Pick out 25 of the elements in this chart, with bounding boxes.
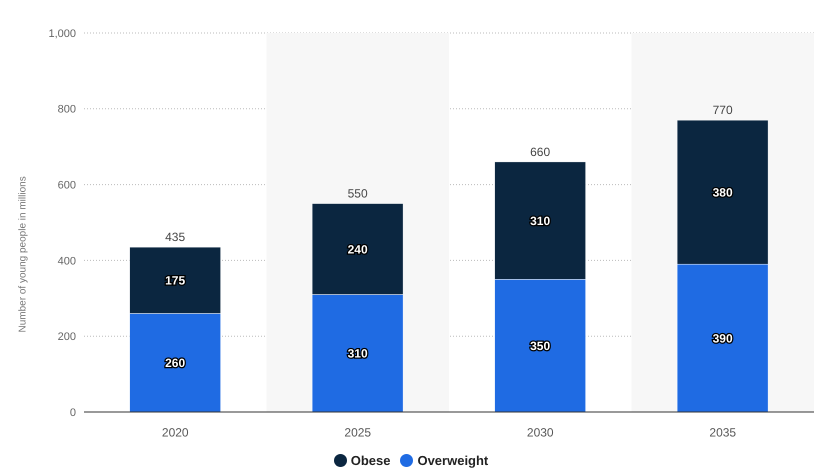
total-label: 660 <box>530 144 550 159</box>
data-label: 260 <box>165 356 186 370</box>
x-tick-label: 2035 <box>709 426 736 440</box>
y-tick-label: 1,000 <box>48 28 76 40</box>
y-tick-label: 600 <box>58 180 76 192</box>
y-tick-label: 400 <box>58 255 76 268</box>
total-label: 770 <box>712 103 733 118</box>
y-tick-label: 200 <box>58 331 76 344</box>
x-tick-label: 2030 <box>526 426 554 440</box>
data-label: 310 <box>530 214 550 228</box>
data-label: 350 <box>530 338 550 353</box>
x-tick-label: 2020 <box>162 426 189 440</box>
data-label: 380 <box>712 185 733 200</box>
legend-label: Obese <box>350 453 390 468</box>
y-tick-label: 0 <box>70 406 76 419</box>
total-label: 550 <box>348 186 368 201</box>
legend-label: Overweight <box>417 453 488 468</box>
total-label: 435 <box>165 230 186 244</box>
data-label: 390 <box>712 331 733 346</box>
data-label: 175 <box>165 274 186 288</box>
y-tick-label: 800 <box>58 104 76 116</box>
x-tick-label: 2025 <box>344 426 372 440</box>
data-label: 310 <box>348 346 368 361</box>
data-label: 240 <box>348 242 368 256</box>
y-axis-title: Number of young people in millions <box>18 176 29 332</box>
